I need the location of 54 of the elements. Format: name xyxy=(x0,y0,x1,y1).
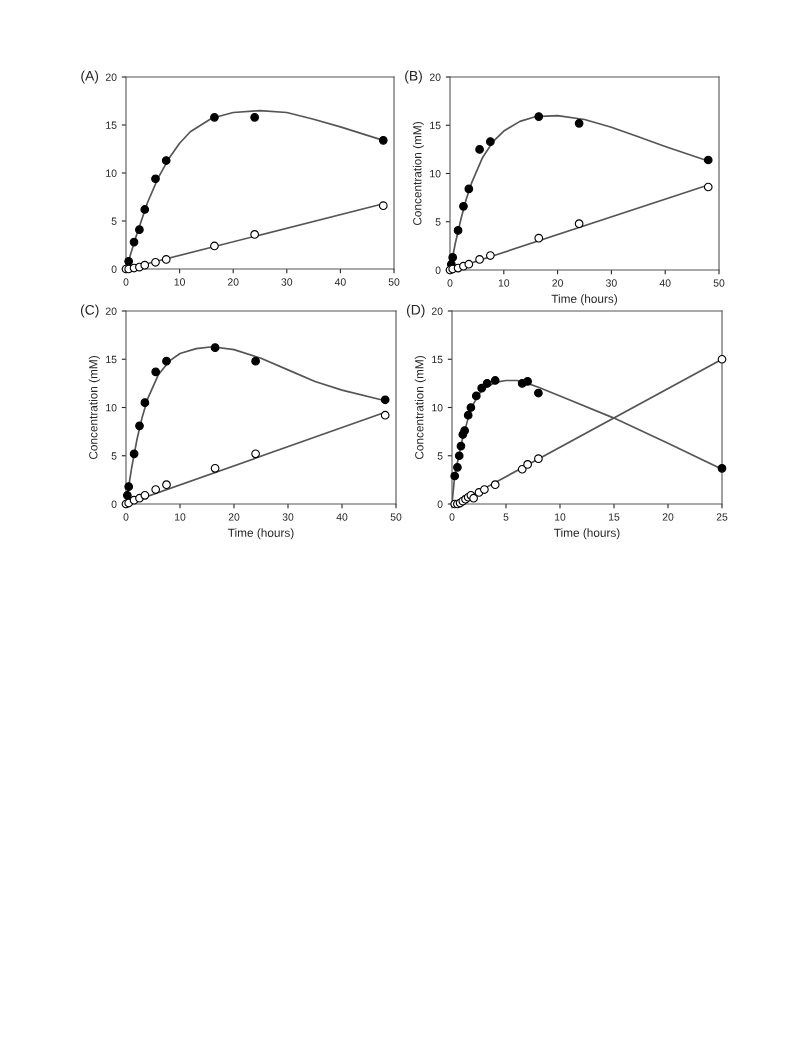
y-tick-label: 20 xyxy=(431,307,443,315)
x-tick-label: 50 xyxy=(388,278,400,286)
y-tick-label: 5 xyxy=(111,452,117,460)
y-tick-label: 0 xyxy=(111,500,117,508)
x-tick-label: 0 xyxy=(123,513,129,521)
x-axis-title: Time (hours) xyxy=(554,528,620,540)
x-tick-label: 0 xyxy=(449,513,455,521)
x-tick-label: 20 xyxy=(227,278,239,286)
y-tick-label: 5 xyxy=(435,218,441,226)
y-tick-label: 5 xyxy=(437,452,443,460)
chart-title: (D) xyxy=(406,304,425,318)
x-tick-label: 20 xyxy=(662,513,674,521)
x-tick-label: 25 xyxy=(716,513,728,521)
x-tick-label: 5 xyxy=(503,513,509,521)
y-tick-label: 0 xyxy=(111,265,117,273)
x-tick-label: 40 xyxy=(334,278,346,286)
x-tick-label: 30 xyxy=(281,278,293,286)
y-tick-label: 20 xyxy=(429,73,441,81)
chart-title: (C) xyxy=(80,304,99,318)
y-tick-label: 0 xyxy=(435,266,441,274)
x-tick-label: 20 xyxy=(228,513,240,521)
y-tick-label: 5 xyxy=(111,217,117,225)
x-tick-label: 10 xyxy=(174,278,185,286)
y-tick-label: 10 xyxy=(430,170,441,178)
x-tick-label: 30 xyxy=(606,279,617,287)
chart-title: (B) xyxy=(405,70,422,84)
x-tick-label: 15 xyxy=(609,513,620,521)
y-tick-label: 10 xyxy=(106,169,117,177)
x-tick-label: 0 xyxy=(447,279,453,287)
x-axis-title: Time (hours) xyxy=(551,294,617,306)
y-axis-title: Concentration (mM) xyxy=(412,122,424,226)
y-tick-label: 15 xyxy=(430,121,441,130)
y-axis-title: Concentration (mM) xyxy=(414,356,426,460)
y-tick-label: 10 xyxy=(432,404,443,412)
y-axis-title: Concentration (mM) xyxy=(88,356,100,460)
x-tick-label: 10 xyxy=(498,279,510,287)
y-tick-label: 15 xyxy=(432,355,443,364)
y-tick-label: 20 xyxy=(105,307,117,315)
y-tick-label: 10 xyxy=(106,404,117,412)
x-tick-label: 30 xyxy=(282,513,294,521)
x-tick-label: 10 xyxy=(175,513,186,521)
x-axis-title: Time (hours) xyxy=(228,528,294,540)
x-tick-label: 50 xyxy=(390,513,402,521)
x-tick-label: 20 xyxy=(552,279,563,287)
y-tick-label: 15 xyxy=(106,355,117,364)
y-tick-label: 0 xyxy=(437,500,443,508)
x-tick-label: 50 xyxy=(713,279,725,287)
x-tick-label: 10 xyxy=(555,513,566,521)
y-tick-label: 15 xyxy=(106,121,117,129)
y-tick-label: 20 xyxy=(105,73,117,81)
x-tick-label: 40 xyxy=(659,279,671,287)
x-tick-label: 0 xyxy=(123,278,129,286)
x-tick-label: 40 xyxy=(336,513,348,521)
chart-title: (A) xyxy=(81,70,99,84)
